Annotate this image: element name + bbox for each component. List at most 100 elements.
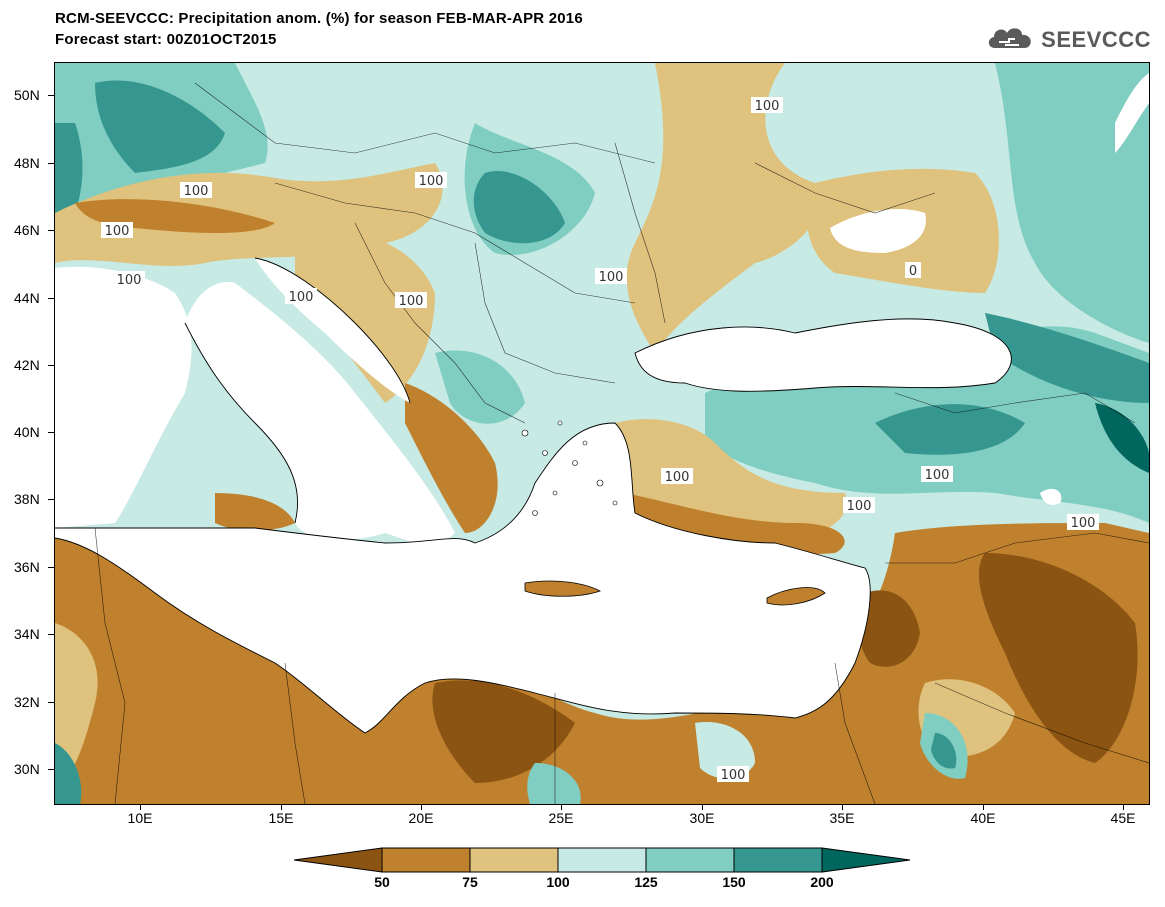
contour-label-9: 100 [661,468,693,485]
logo-text: SEEVCCC [1041,26,1151,52]
very-wet-zone-caucasus [985,313,1149,403]
ligurian-tyrrhenian-sea [55,266,192,528]
contour-label-7: 100 [595,268,627,285]
map-title: RCM-SEEVCCC: Precipitation anom. (%) for… [55,10,583,27]
map-canvas: 100 100 100 100 100 100 100 100 100 100 … [55,63,1149,804]
svg-text:100: 100 [105,224,130,239]
svg-text:100: 100 [925,468,950,483]
lon-tick [842,804,843,810]
cyprus-island [766,587,826,606]
colorbar-label-75: 75 [462,874,478,890]
lon-tick [1123,804,1124,810]
lat-tick [48,95,54,96]
river-volga [1115,73,1149,153]
svg-text:100: 100 [1071,516,1096,531]
wet-zone-russia [995,63,1149,343]
sea-of-azov [830,208,926,253]
dry-zone-ukraine [626,63,821,353]
crete-island [524,580,601,597]
colorbar-label-150: 150 [722,874,746,890]
precipitation-anomaly-map: 100 100 100 100 100 100 100 100 100 100 … [54,62,1150,805]
svg-text:100: 100 [419,174,444,189]
lon-label-40e: 40E [970,810,996,826]
svg-text:100: 100 [847,499,872,514]
colorbar-segment-75-100 [469,847,559,873]
contour-label-6: 100 [395,292,427,309]
lon-tick [702,804,703,810]
country-borders [94,82,1149,804]
colorbar-label-100: 100 [546,874,570,890]
lon-label-15e: 15E [268,810,294,826]
very-wet-zone-east-anatolia [875,404,1025,455]
lon-label-30e: 30E [689,810,715,826]
lat-tick [48,298,54,299]
very-dry-zone-levant [858,590,920,667]
svg-text:100: 100 [599,270,624,285]
very-dry-zone-libya [432,680,575,783]
contour-label-1: 100 [180,182,212,199]
colorbar-segment-125-150 [645,847,735,873]
contour-label-5: 100 [285,288,317,305]
contour-label-2: 100 [101,222,133,239]
lat-label-32n: 32N [14,694,40,710]
svg-text:100: 100 [721,768,746,783]
lon-tick [421,804,422,810]
contour-label-12: 100 [1067,514,1099,531]
aegean-islands [521,420,618,516]
contour-label-11: 100 [843,497,875,514]
colorbar [293,847,912,878]
lat-label-42n: 42N [14,357,40,373]
lat-tick [48,769,54,770]
eastern-mediterranean-sea [55,423,871,733]
lat-label-36n: 36N [14,559,40,575]
dry-zone-sicily [215,493,295,531]
lat-label-38n: 38N [14,491,40,507]
wet-zone-algeria [55,743,82,804]
colorbar-segment-50-75 [381,847,471,873]
very-wet-zone-west [55,123,83,218]
lat-label-40n: 40N [14,424,40,440]
svg-text:100: 100 [755,99,780,114]
lon-label-20e: 20E [408,810,434,826]
lon-tick [983,804,984,810]
lon-label-35e: 35E [829,810,855,826]
very-dry-zone-iraq [978,553,1138,763]
black-sea [635,318,1012,392]
wet-zone-egypt-coast [527,763,581,804]
lat-tick [48,567,54,568]
lat-tick [48,499,54,500]
lat-label-30n: 30N [14,761,40,777]
lat-label-50n: 50N [14,87,40,103]
colorbar-segment-150-200 [733,847,823,873]
dry-zone-algeria [55,623,98,793]
contour-label-13: 0 [905,262,921,279]
very-wet-zone-saudi [931,733,957,769]
coastlines [55,257,1012,734]
svg-text:100: 100 [289,290,314,305]
lon-label-45e: 45E [1110,810,1136,826]
very-wet-zone-carpathians [473,171,565,244]
svg-text:100: 100 [399,294,424,309]
lat-tick [48,365,54,366]
lat-tick [48,432,54,433]
dry-zone-greece [405,383,498,533]
lat-tick [48,163,54,164]
contour-label-10: 100 [921,466,953,483]
contour-label-8: 100 [751,97,783,114]
lon-label-25e: 25E [548,810,574,826]
lat-tick [48,702,54,703]
lon-tick [281,804,282,810]
wet-zone-balkans [435,350,525,424]
lat-tick [48,634,54,635]
colorbar-segment-above-200 [821,847,911,873]
colorbar-label-50: 50 [374,874,390,890]
lat-label-44n: 44N [14,290,40,306]
contour-labels: 100 100 100 100 100 100 100 100 100 100 … [101,97,1099,783]
contour-label-3: 100 [113,271,145,288]
extreme-wet-zone-caucasus [1095,403,1149,473]
lon-tick [140,804,141,810]
lat-tick [48,230,54,231]
colorbar-label-200: 200 [810,874,834,890]
lat-label-46n: 46N [14,222,40,238]
colorbar-label-125: 125 [634,874,658,890]
